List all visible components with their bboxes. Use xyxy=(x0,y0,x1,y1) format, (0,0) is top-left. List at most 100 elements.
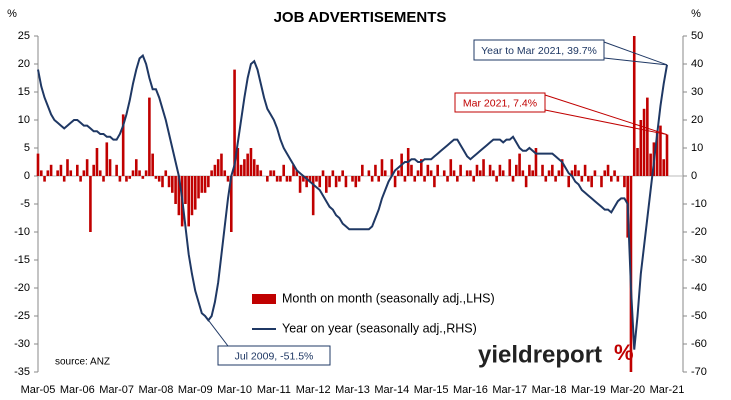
bar xyxy=(46,170,50,176)
leader xyxy=(207,319,229,347)
bar xyxy=(220,153,223,176)
bar xyxy=(642,108,646,176)
x-tick-label: Mar-08 xyxy=(139,384,174,396)
bar xyxy=(236,148,240,176)
bar xyxy=(105,142,109,176)
y2-tick-label: -70 xyxy=(691,366,707,378)
bar xyxy=(138,170,141,176)
bar xyxy=(377,176,381,182)
bar xyxy=(521,170,525,176)
bar xyxy=(465,170,469,176)
line xyxy=(37,53,668,350)
bar xyxy=(151,153,154,176)
annotation: Year to Mar 2021, 39.7% xyxy=(481,45,597,57)
bar xyxy=(36,153,40,176)
y2-tick-label: 50 xyxy=(691,30,703,42)
bar xyxy=(472,176,476,182)
bar xyxy=(76,164,79,176)
bar xyxy=(43,176,46,182)
bar xyxy=(79,176,82,182)
x-tick-label: Mar-11 xyxy=(257,384,291,396)
bar xyxy=(659,125,662,176)
bar xyxy=(419,159,423,176)
bar xyxy=(213,164,217,176)
y2-tick-label: -50 xyxy=(691,310,707,322)
bar xyxy=(436,164,439,176)
bar xyxy=(616,176,620,182)
bar xyxy=(89,176,92,232)
bar xyxy=(531,170,534,176)
bar xyxy=(311,176,315,216)
bar xyxy=(665,134,669,176)
bar xyxy=(200,176,204,193)
bar xyxy=(603,170,607,176)
bar xyxy=(610,176,613,182)
x-tick-label: Mar-16 xyxy=(453,384,488,396)
bar xyxy=(157,176,161,182)
bar xyxy=(593,170,597,176)
annotation: Jul 2009, -51.5% xyxy=(235,350,314,362)
bar xyxy=(229,176,233,232)
bar xyxy=(469,170,472,176)
bar xyxy=(442,170,446,176)
bar xyxy=(433,176,436,188)
x-tick-label: Mar-07 xyxy=(99,384,134,396)
bar xyxy=(210,170,213,176)
bar xyxy=(49,164,53,176)
bar xyxy=(583,164,587,176)
bar xyxy=(662,159,666,176)
bar xyxy=(305,176,308,188)
bar xyxy=(478,170,482,176)
x-tick-label: Mar-21 xyxy=(650,384,685,396)
bar xyxy=(118,176,122,182)
bar xyxy=(256,164,259,176)
bar xyxy=(646,97,649,176)
bar xyxy=(302,176,305,182)
logo-mark: % xyxy=(614,340,634,365)
bar xyxy=(226,176,230,182)
bar xyxy=(554,176,557,182)
bar xyxy=(541,164,544,176)
bar xyxy=(492,170,495,176)
bar xyxy=(547,170,551,176)
bar xyxy=(315,176,318,182)
bar xyxy=(98,170,102,176)
bar xyxy=(344,176,348,188)
bar xyxy=(403,176,407,182)
y2-tick-label: 40 xyxy=(691,58,703,70)
bar xyxy=(623,176,626,188)
bar xyxy=(590,176,593,188)
bar xyxy=(128,176,132,179)
y-unit: % xyxy=(7,8,17,20)
bar xyxy=(482,159,485,176)
bar xyxy=(636,148,639,176)
bar xyxy=(567,176,571,188)
x-tick-label: Mar-05 xyxy=(21,384,56,396)
bar xyxy=(508,159,512,176)
bar xyxy=(456,176,459,182)
bar xyxy=(655,131,659,176)
bar xyxy=(148,97,151,176)
bar xyxy=(249,148,253,176)
y2-tick-label: 0 xyxy=(691,170,697,182)
bar xyxy=(161,176,164,188)
bar xyxy=(423,176,426,182)
bar xyxy=(108,159,112,176)
bar xyxy=(416,170,420,176)
bar xyxy=(580,176,584,182)
x-tick-label: Mar-18 xyxy=(532,384,567,396)
bar xyxy=(308,176,312,182)
y2-tick-label: 30 xyxy=(691,86,703,98)
y-tick-label: -10 xyxy=(14,226,30,238)
bar xyxy=(318,176,322,188)
x-tick-label: Mar-15 xyxy=(414,384,449,396)
y-tick-label: -35 xyxy=(14,366,30,378)
bar xyxy=(524,176,528,188)
y2-tick-label: -40 xyxy=(691,282,707,294)
bar xyxy=(177,176,181,216)
bar xyxy=(410,164,413,176)
x-tick-label: Mar-14 xyxy=(374,384,409,396)
bar xyxy=(207,176,210,188)
annotation-box xyxy=(473,39,605,61)
leader xyxy=(603,57,668,66)
